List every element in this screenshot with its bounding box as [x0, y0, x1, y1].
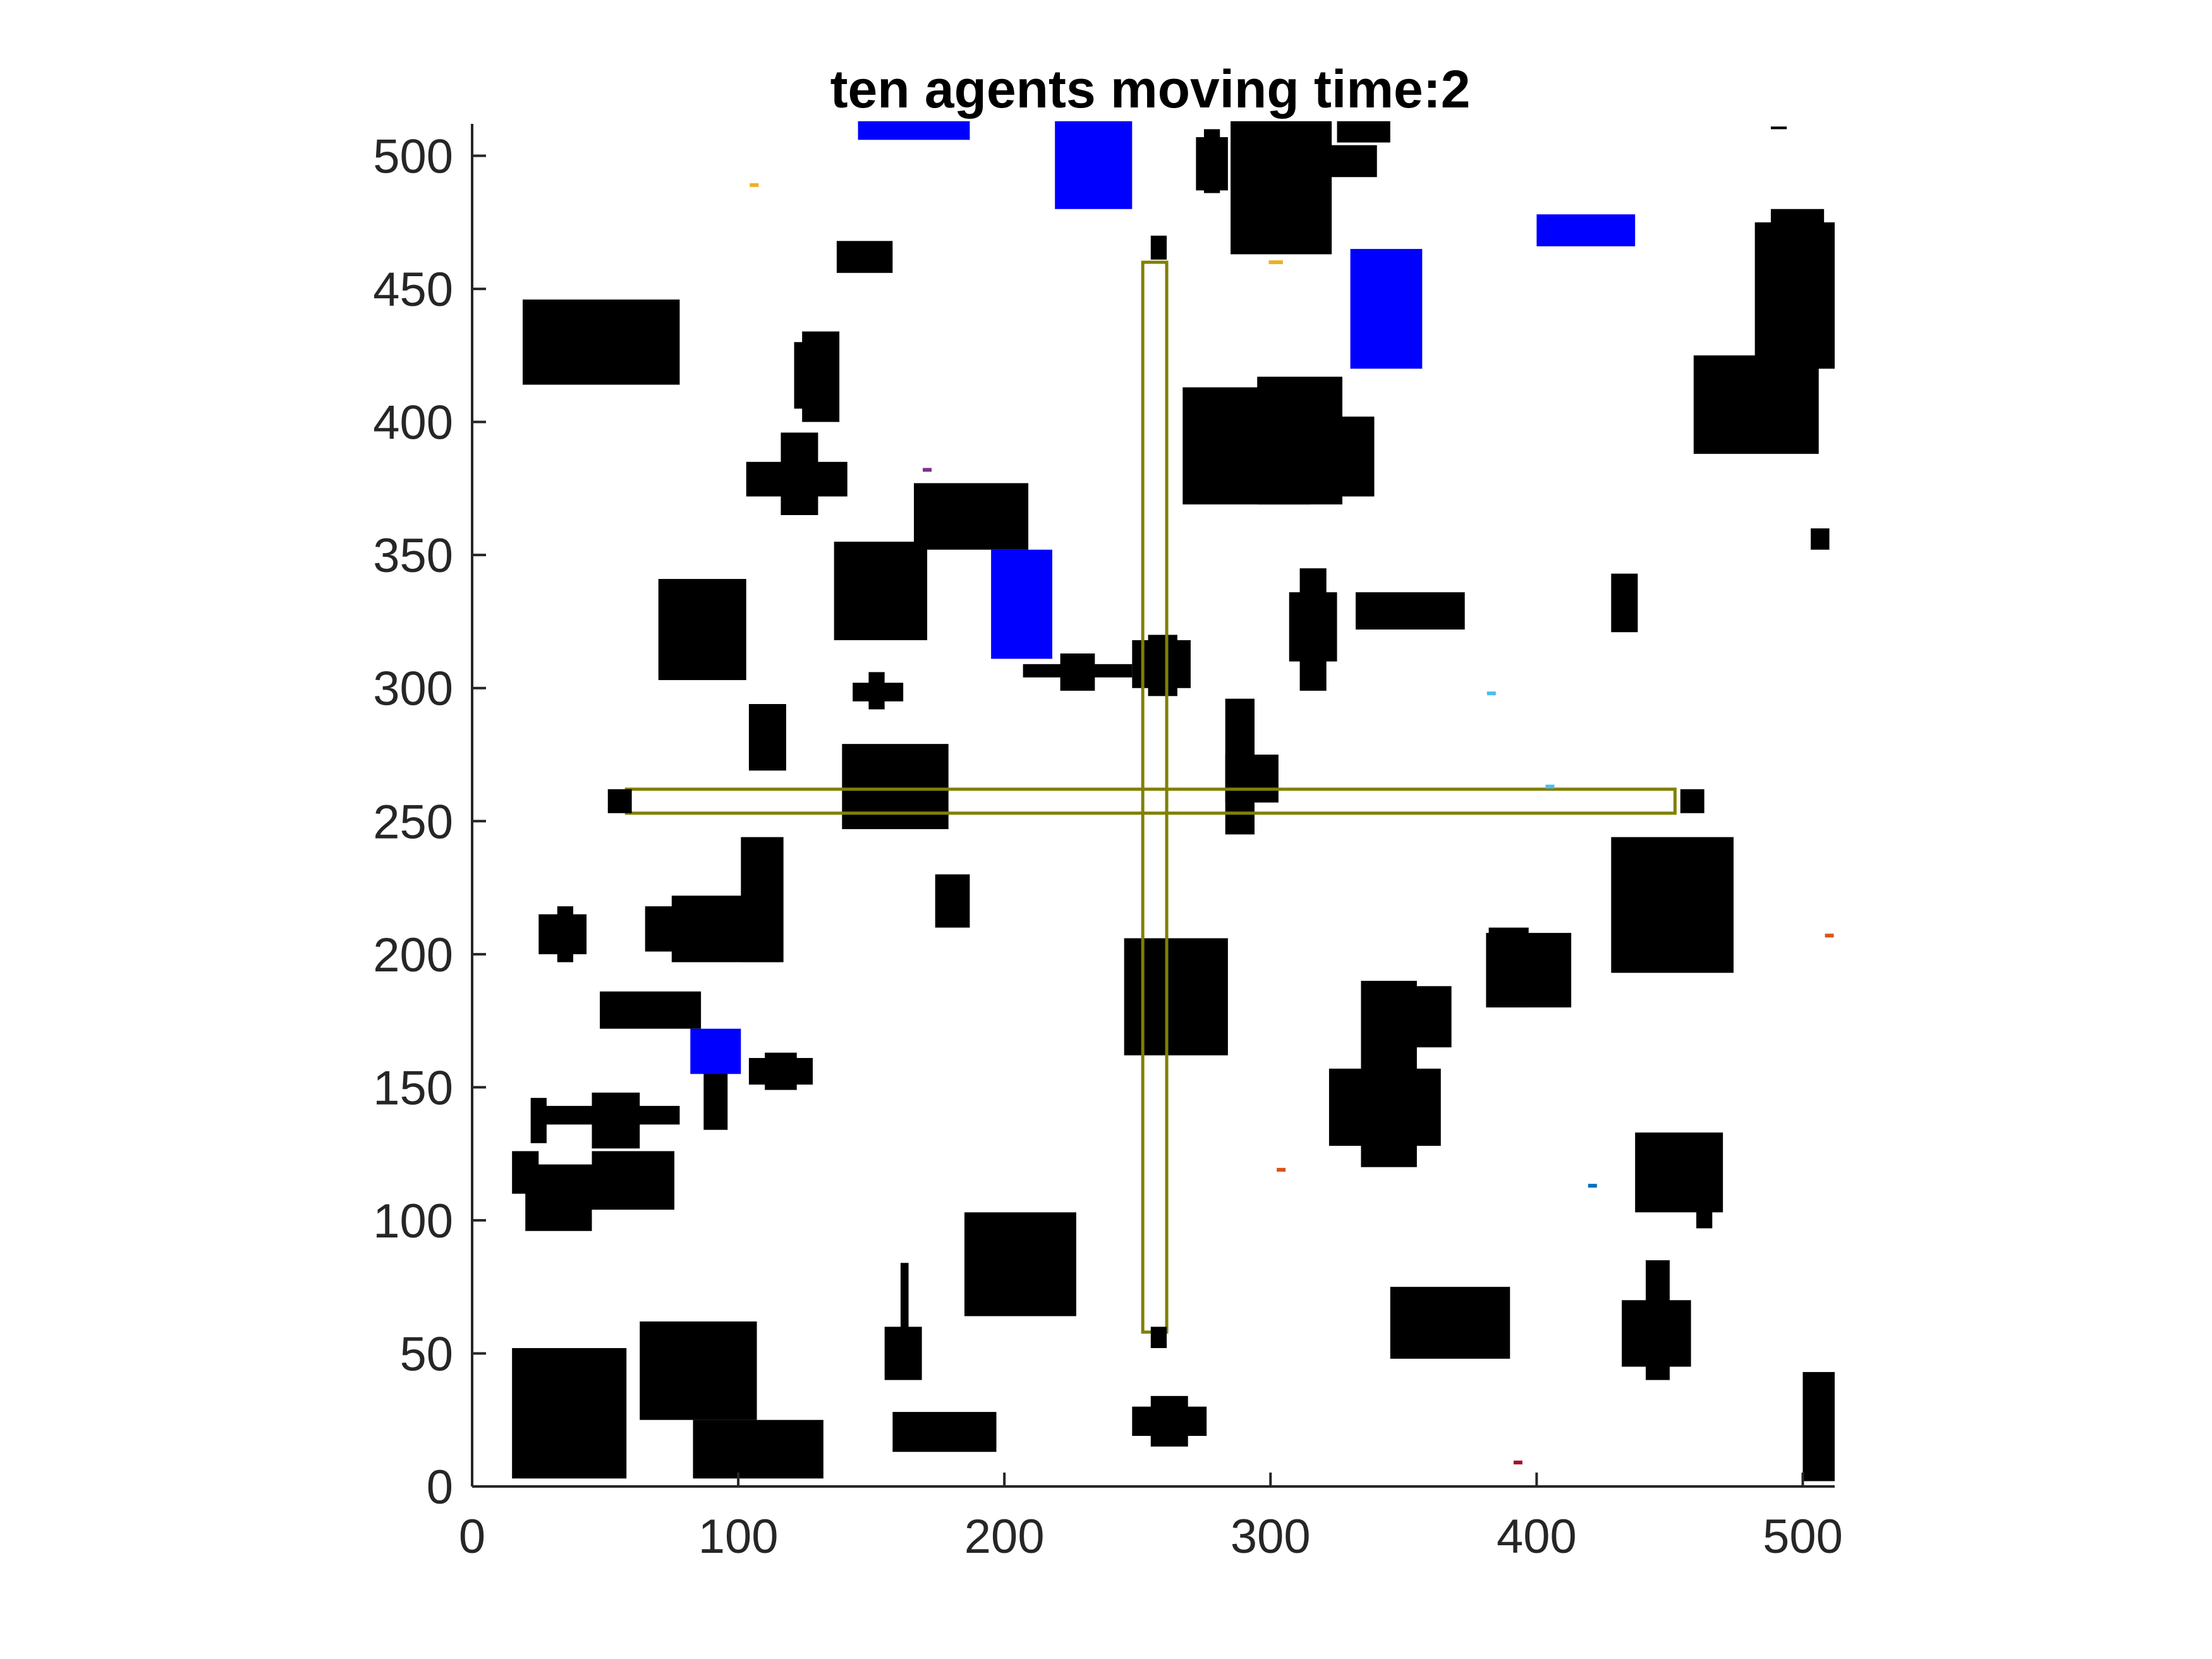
obstacle-block [600, 991, 702, 1029]
obstacle-block [557, 906, 574, 963]
obstacle-block [1611, 837, 1734, 973]
obstacle-block [842, 744, 949, 829]
goal-region [991, 549, 1052, 659]
obstacle-block [868, 672, 885, 710]
axes: 0 100 200 300 400 500 0 50 100 150 200 250 300 350 400… [373, 124, 1843, 1564]
obstacle-block [1323, 416, 1375, 497]
y-tick-label: 200 [373, 928, 453, 982]
agent-marker [1486, 691, 1496, 696]
chart-title: ten agents moving time:2 [830, 59, 1471, 119]
x-tick-label: 400 [1497, 1510, 1577, 1564]
corridor-end-cap [607, 789, 632, 813]
obstacle-block [1811, 528, 1830, 550]
obstacle-block [658, 579, 746, 681]
obstacle-block [1337, 121, 1390, 143]
corridor-end-cap [1680, 789, 1705, 813]
obstacle-block [1148, 635, 1177, 696]
horizontal-corridor [624, 787, 1677, 815]
x-tick-label: 0 [459, 1510, 485, 1564]
agent-marker [1825, 933, 1834, 938]
obstacle-block [1390, 1287, 1510, 1359]
x-tick-label: 300 [1231, 1510, 1311, 1564]
obstacle-block [1150, 1395, 1188, 1447]
obstacle-block [765, 1052, 797, 1090]
y-tick-label: 150 [373, 1061, 453, 1115]
agent-marker [923, 468, 932, 472]
obstacle-block [1802, 1371, 1835, 1481]
agent-marker [1588, 1184, 1597, 1188]
obstacle-block [1611, 573, 1638, 633]
obstacle-block [900, 1263, 909, 1378]
y-tick-label: 450 [373, 263, 453, 317]
obstacle-block [794, 342, 829, 409]
agent-marker [750, 183, 759, 187]
y-tick-label: 500 [373, 130, 453, 184]
obstacle-block [964, 1212, 1076, 1316]
obstacle-block [1289, 592, 1337, 662]
agent-marker [1268, 260, 1278, 264]
y-tick-label: 0 [427, 1461, 453, 1514]
goal-region [1055, 121, 1133, 209]
obstacle-block [530, 1098, 547, 1143]
obstacle-block [741, 837, 784, 963]
obstacle-block [1770, 126, 1787, 130]
obstacle-block [1696, 1153, 1713, 1229]
y-tick-label: 300 [373, 662, 453, 716]
obstacle-block [1770, 209, 1825, 257]
goal-region [1536, 214, 1636, 246]
corridor-end-cap [1150, 235, 1167, 260]
obstacle-block [1693, 355, 1819, 454]
agent-marker [1545, 784, 1555, 789]
x-tick-label: 100 [698, 1510, 779, 1564]
obstacle-block [1204, 129, 1220, 193]
obstacle-block [1646, 1260, 1670, 1380]
obstacle-block [592, 1151, 675, 1210]
y-tick-label: 250 [373, 795, 453, 849]
plot-area [512, 121, 1835, 1481]
obstacle-block [693, 1419, 823, 1479]
obstacle-block [781, 432, 818, 516]
obstacle-block [1265, 145, 1377, 178]
obstacle-block [512, 1151, 539, 1194]
x-tick-label: 200 [964, 1510, 1045, 1564]
obstacle-block [1060, 653, 1095, 691]
obstacle-block [1488, 927, 1529, 1008]
agent-marker [1513, 1461, 1522, 1465]
agent-marker [1277, 1167, 1286, 1172]
obstacle-block [892, 1412, 997, 1452]
y-tick-label: 100 [373, 1194, 453, 1248]
obstacle-block [1225, 754, 1279, 803]
obstacle-block [1385, 986, 1452, 1048]
obstacle-block [640, 1321, 757, 1420]
obstacle-block [748, 703, 786, 771]
obstacle-block [836, 241, 893, 273]
obstacle-block [1328, 1068, 1441, 1146]
obstacle-block [1231, 121, 1332, 255]
obstacle-block [1356, 592, 1465, 630]
obstacle-block [834, 542, 928, 640]
y-tick-label: 350 [373, 529, 453, 583]
goal-region [858, 121, 970, 140]
y-tick-label: 50 [399, 1327, 453, 1381]
obstacle-block [914, 483, 1029, 550]
obstacle-block [512, 1348, 627, 1479]
goal-region [690, 1028, 741, 1074]
x-tick-label: 500 [1763, 1510, 1843, 1564]
vertical-corridor [1141, 260, 1169, 1334]
obstacle-block [592, 1092, 640, 1149]
y-tick-label: 400 [373, 396, 453, 450]
corridor-end-cap [1150, 1327, 1167, 1349]
goal-region [1350, 248, 1423, 369]
obstacle-block [1124, 938, 1228, 1055]
obstacle-block [935, 874, 970, 928]
agent-marker [1273, 260, 1283, 264]
obstacle-block [523, 299, 680, 385]
